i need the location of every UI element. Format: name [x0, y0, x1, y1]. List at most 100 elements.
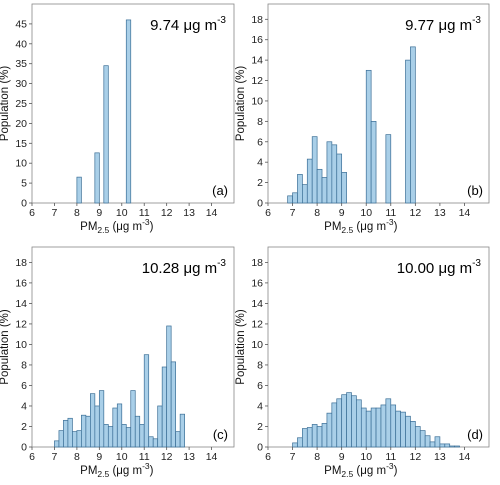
- x-tick-label: 13: [183, 451, 195, 463]
- y-tick-label: 16: [251, 34, 263, 46]
- y-tick-label: 4: [257, 157, 263, 169]
- x-tick-label: 12: [409, 207, 421, 219]
- x-axis-label: PM2.5 (μg m-3): [324, 461, 397, 479]
- histogram-bar: [405, 415, 411, 448]
- histogram-bar: [166, 325, 172, 448]
- histogram-bar: [148, 436, 154, 448]
- histogram-bar: [311, 136, 318, 204]
- histogram-bar: [351, 395, 357, 448]
- x-tick-label: 10: [116, 451, 128, 463]
- x-tick-label: 9: [96, 451, 102, 463]
- histogram-bar: [72, 431, 78, 448]
- y-tick-label: 2: [21, 421, 27, 433]
- histogram-bar: [306, 427, 313, 448]
- x-tick-label: 7: [52, 207, 58, 219]
- histogram-bar: [370, 121, 377, 204]
- x-tick-label: 10: [116, 207, 128, 219]
- y-tick-label: 10: [251, 95, 263, 107]
- x-tick-label: 8: [314, 451, 320, 463]
- y-tick-label: 12: [15, 318, 27, 330]
- y-tick-label: 4: [257, 400, 263, 412]
- histogram-bar: [85, 415, 91, 448]
- y-tick-label: 8: [257, 116, 263, 128]
- y-tick-label: 30: [15, 78, 27, 90]
- histogram-bar: [405, 59, 411, 204]
- x-tick-label: 11: [139, 207, 150, 219]
- mean-annotation: 9.77 μg m-3: [405, 15, 481, 34]
- histogram-bar: [410, 46, 416, 204]
- histogram-bar: [116, 403, 123, 448]
- y-tick-label: 12: [251, 75, 263, 87]
- histogram-bar: [287, 195, 293, 204]
- plot-frame: [31, 3, 235, 204]
- histogram-bar: [143, 354, 150, 448]
- plot-frame: [267, 3, 490, 204]
- histogram-bar: [112, 407, 118, 448]
- histogram-bar: [414, 426, 421, 448]
- x-tick-label: 9: [96, 207, 102, 219]
- histogram-bar: [67, 417, 73, 448]
- histogram-bar: [316, 426, 323, 448]
- y-tick-label: 8: [257, 359, 263, 371]
- x-tick-label: 8: [74, 451, 80, 463]
- x-tick-label: 11: [385, 451, 396, 463]
- histogram-bar: [395, 410, 401, 448]
- histogram-bar: [326, 141, 333, 204]
- histogram-bar: [130, 390, 136, 448]
- mean-annotation: 10.00 μg m-3: [397, 258, 482, 277]
- mean-annotation: 9.74 μg m-3: [150, 15, 226, 34]
- histogram-bar: [107, 426, 114, 448]
- histogram-bar: [331, 402, 338, 448]
- histogram-bar: [152, 438, 159, 448]
- histogram-bar: [302, 428, 308, 448]
- histogram-bar: [336, 153, 343, 204]
- chart-panel-4: 6 7 8 9 10 11 12 13 14 0 2 4 6 8 10 12 14 16 18 PM2.5 (μg m…: [235, 246, 490, 479]
- histogram-bar: [297, 174, 303, 204]
- panel-label: (d): [467, 427, 483, 442]
- y-tick-label: 0: [21, 198, 27, 210]
- histogram-bar: [346, 392, 352, 448]
- chart-panel-3: 6 7 8 9 10 11 12 13 14 0 2 4 6 8 10 12 14 16 18 PM2.5 (μg m…: [0, 246, 235, 479]
- histogram-bar: [94, 152, 100, 204]
- histogram-bar: [385, 398, 392, 448]
- x-tick-label: 12: [161, 207, 173, 219]
- y-tick-label: 10: [15, 158, 27, 170]
- x-tick-label: 6: [29, 207, 35, 219]
- x-tick-label: 14: [206, 451, 218, 463]
- histogram-bar: [98, 390, 105, 448]
- x-tick-label: 8: [314, 207, 320, 219]
- y-tick-label: 20: [15, 118, 27, 130]
- histogram-bar: [429, 441, 436, 448]
- histogram-bar: [306, 158, 313, 204]
- histogram-bar: [370, 407, 377, 448]
- histogram-bar: [81, 414, 87, 448]
- panel-label: (c): [213, 427, 228, 442]
- x-tick-label: 14: [206, 207, 218, 219]
- y-tick-label: 16: [15, 277, 27, 289]
- y-tick-label: 10: [15, 339, 27, 351]
- histogram-bar: [444, 443, 451, 448]
- x-tick-label: 6: [265, 207, 271, 219]
- y-tick-label: 6: [257, 136, 263, 148]
- histogram-bar: [161, 366, 168, 448]
- histogram-bar: [292, 192, 298, 204]
- histogram-bar: [336, 398, 343, 448]
- x-tick-label: 9: [339, 207, 345, 219]
- histogram-bar: [170, 361, 176, 448]
- x-axis-label: PM2.5 (μg m-3): [324, 217, 397, 235]
- histogram-bar: [179, 413, 185, 448]
- histogram-bar: [76, 176, 82, 204]
- histogram-bar: [311, 424, 318, 448]
- histogram-bar: [419, 430, 426, 448]
- histogram-bar: [400, 411, 406, 448]
- histogram-bar: [365, 410, 372, 448]
- y-tick-label: 25: [15, 98, 27, 110]
- chart-panel-1: 6 7 8 9 10 11 12 13 14 0 5 10 15 20 25 30 35 40 45 PM2.5 (μ…: [0, 3, 235, 235]
- y-axis-label: Population (%): [0, 66, 11, 142]
- x-tick-label: 13: [183, 207, 195, 219]
- histogram-bar: [375, 407, 382, 448]
- histogram-bar: [321, 423, 328, 448]
- y-tick-label: 18: [251, 14, 263, 26]
- histogram-bar: [297, 437, 303, 448]
- histogram-bar: [157, 405, 163, 448]
